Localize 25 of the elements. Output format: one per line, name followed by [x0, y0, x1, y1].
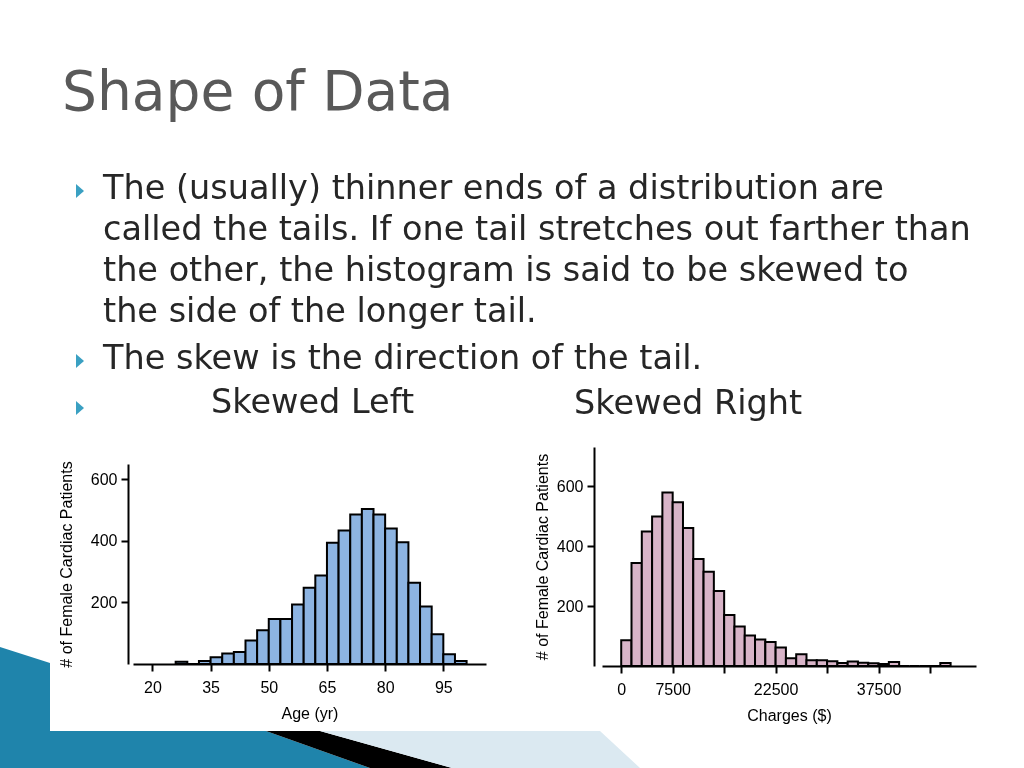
y-axis-title: # of Female Cardiac Patients	[57, 461, 75, 668]
chart-title: Skewed Right	[574, 382, 803, 422]
x-tick-label: 95	[434, 678, 453, 696]
x-tick-label: 20	[144, 678, 162, 696]
y-tick-label: 400	[556, 537, 584, 555]
text: Shape of Data	[62, 59, 454, 123]
x-tick-label: 0	[617, 680, 627, 698]
x-tick-label: 65	[318, 678, 337, 696]
y-axis-title: # of Female Cardiac Patients	[533, 453, 551, 661]
text: The skew is the direction of the tail.	[103, 338, 703, 377]
chart-title: Skewed Left	[211, 382, 415, 422]
x-tick-label: 35	[202, 678, 221, 696]
x-axis-title: Age (yr)	[281, 704, 339, 722]
y-tick-label: 200	[556, 597, 584, 615]
x-tick-label: 22500	[753, 680, 799, 698]
x-tick-label: 80	[376, 678, 395, 696]
y-tick-label: 600	[90, 470, 118, 488]
y-tick-label: 400	[90, 532, 118, 550]
y-tick-label: 600	[556, 477, 584, 495]
x-tick-label: 37500	[856, 680, 902, 698]
text: The (usually) thinner ends of a distribution are called the tails. If one tail stretches out farther than the other, the histogram is said to be skewed to the side of the longer tail.	[103, 168, 971, 330]
y-tick-label: 200	[90, 593, 118, 611]
x-axis-title: Charges ($)	[747, 706, 832, 724]
x-tick-label: 7500	[655, 680, 692, 698]
x-tick-label: 50	[260, 678, 279, 696]
